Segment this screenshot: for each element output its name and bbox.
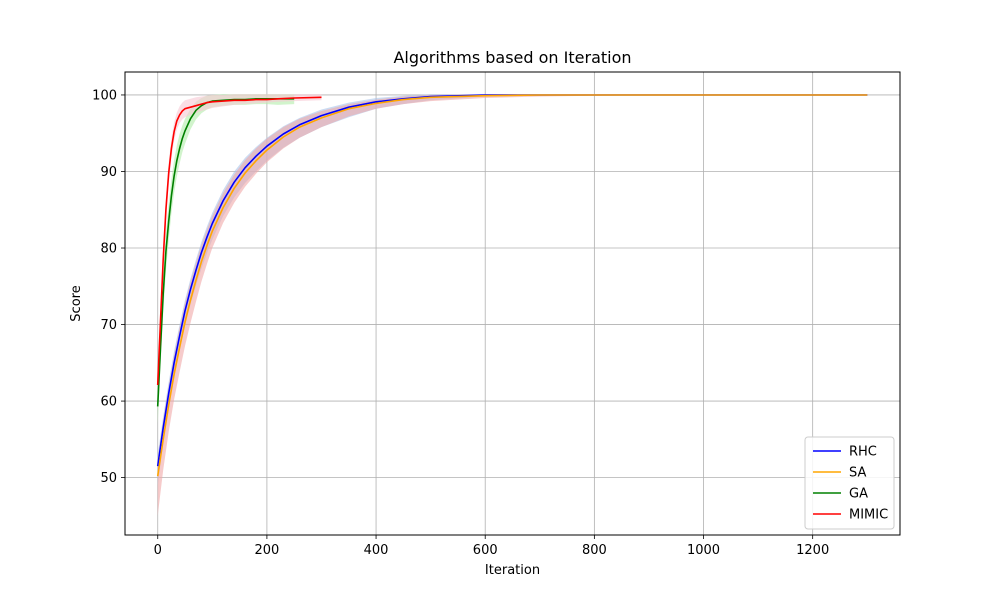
y-tick-label: 50 — [100, 471, 117, 486]
series-line-mimic — [156, 96, 322, 386]
y-tick-label: 90 — [100, 165, 117, 180]
plot-area — [156, 94, 868, 516]
x-tick-label: 1200 — [796, 543, 829, 558]
legend: RHC SA GA MIMIC — [804, 436, 895, 530]
y-axis-label: Score — [69, 285, 84, 321]
legend-box — [804, 436, 895, 530]
chart-title: Algorithms based on Iteration — [393, 48, 631, 67]
x-axis-label: Iteration — [485, 563, 540, 578]
y-tick-label: 100 — [92, 88, 117, 103]
axes — [124, 71, 901, 536]
y-tick-label: 70 — [100, 318, 117, 333]
y-tick-label: 60 — [100, 395, 117, 410]
x-tick-label: 200 — [254, 543, 279, 558]
x-axis-ticks: 0 200 400 600 800 1000 1200 — [154, 535, 829, 558]
x-tick-label: 400 — [364, 543, 389, 558]
legend-label-sa: SA — [849, 466, 866, 481]
y-axis-ticks: 50 60 70 80 90 100 — [92, 88, 125, 486]
legend-label-rhc: RHC — [849, 445, 877, 460]
x-tick-label: 1000 — [687, 543, 720, 558]
x-tick-label: 600 — [473, 543, 498, 558]
band-mimic — [157, 94, 322, 398]
axes-frame — [124, 71, 901, 536]
x-tick-label: 800 — [582, 543, 607, 558]
x-tick-label: 0 — [154, 543, 162, 558]
legend-label-ga: GA — [849, 487, 868, 502]
series-line-sa — [156, 94, 868, 477]
grid — [125, 72, 900, 535]
legend-label-mimic: MIMIC — [849, 508, 888, 523]
y-tick-label: 80 — [100, 242, 117, 257]
